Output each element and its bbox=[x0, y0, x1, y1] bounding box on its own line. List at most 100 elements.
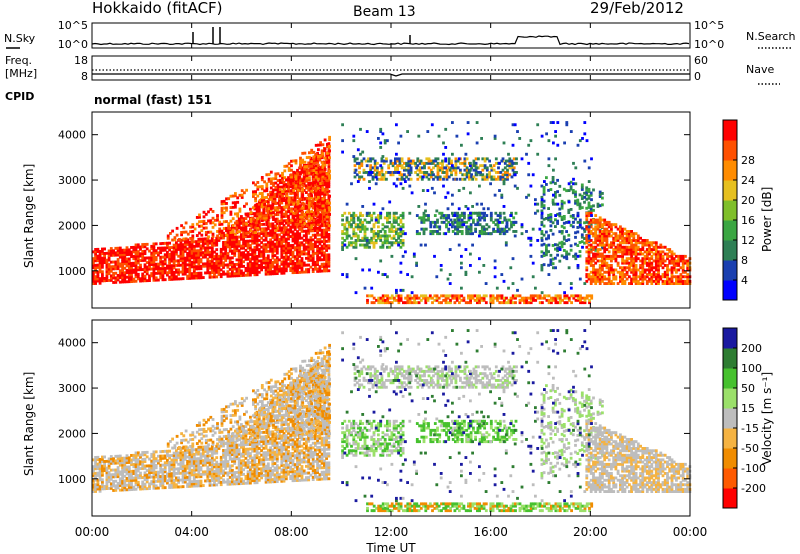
echo-cell bbox=[94, 259, 97, 263]
echo-cell bbox=[311, 229, 315, 233]
echo-cell bbox=[320, 224, 324, 228]
echo-cell bbox=[291, 178, 295, 182]
echo-cell bbox=[231, 226, 234, 230]
echo-cell bbox=[249, 239, 252, 243]
echo-cell bbox=[231, 263, 234, 267]
echo-cell bbox=[208, 253, 212, 256]
echo-cell bbox=[269, 249, 272, 253]
echo-cell bbox=[562, 242, 566, 246]
echo-cell bbox=[222, 231, 225, 235]
echo-cell bbox=[397, 141, 400, 145]
echo-cell bbox=[291, 239, 295, 243]
echo-cell bbox=[109, 249, 113, 253]
echo-cell bbox=[136, 272, 140, 276]
echo-cell bbox=[244, 267, 248, 270]
echo-cell bbox=[105, 270, 109, 273]
echo-cell bbox=[302, 218, 306, 222]
echo-cell bbox=[247, 231, 251, 235]
echo-cell bbox=[179, 238, 183, 242]
echo-cell bbox=[244, 242, 248, 245]
echo-cell bbox=[280, 201, 284, 205]
echo-cell bbox=[289, 196, 293, 200]
echo-cell bbox=[401, 254, 405, 258]
echo-cell bbox=[404, 250, 407, 254]
echo-cell bbox=[320, 228, 324, 232]
echo-cell bbox=[159, 258, 163, 261]
echo-cell bbox=[260, 200, 263, 204]
echo-cell bbox=[199, 246, 203, 250]
echo-cell bbox=[438, 232, 442, 236]
echo-cell bbox=[260, 259, 263, 263]
nsky-tick-bottom: 10^0 bbox=[58, 38, 88, 51]
echo-cell bbox=[291, 250, 295, 254]
echo-cell bbox=[316, 260, 319, 264]
echo-cell bbox=[168, 253, 171, 256]
echo-cell bbox=[300, 229, 304, 233]
echo-cell bbox=[224, 256, 228, 260]
echo-cell bbox=[123, 275, 127, 279]
echo-cell bbox=[150, 244, 154, 248]
echo-cell bbox=[368, 180, 371, 183]
echo-cell bbox=[302, 225, 306, 229]
echo-cell bbox=[460, 254, 463, 258]
echo-cell bbox=[275, 242, 279, 246]
echo-cell bbox=[280, 271, 284, 275]
echo-cell bbox=[298, 223, 302, 227]
echo-cell bbox=[139, 263, 142, 267]
echo-cell bbox=[116, 276, 120, 280]
echo-cell bbox=[190, 242, 194, 246]
echo-cell bbox=[472, 218, 475, 222]
echo-cell bbox=[296, 246, 299, 249]
echo-cell bbox=[275, 258, 279, 262]
echo-cell bbox=[318, 238, 322, 241]
echo-cell bbox=[314, 206, 317, 210]
echo-cell bbox=[198, 213, 201, 217]
echo-cell bbox=[542, 224, 546, 228]
echo-cell bbox=[436, 157, 440, 161]
echo-cell bbox=[323, 246, 326, 250]
echo-cell bbox=[291, 264, 295, 268]
echo-cell bbox=[148, 279, 151, 282]
echo-cell bbox=[271, 190, 275, 194]
cpid-value: normal (fast) 151 bbox=[94, 93, 212, 107]
echo-cell bbox=[255, 234, 259, 238]
echo-cell bbox=[260, 176, 264, 179]
echo-cell bbox=[296, 212, 299, 215]
echo-cell bbox=[101, 249, 104, 253]
echo-cell bbox=[253, 207, 257, 211]
nsearch-tick-top: 10^5 bbox=[694, 19, 724, 32]
echo-cell bbox=[296, 248, 299, 252]
echo-cell bbox=[199, 271, 203, 275]
echo-cell bbox=[462, 223, 466, 227]
echo-cell bbox=[466, 230, 470, 233]
echo-cell bbox=[251, 225, 254, 229]
echo-cell bbox=[152, 263, 156, 266]
echo-cell bbox=[121, 253, 124, 257]
echo-cell bbox=[289, 269, 293, 272]
echo-cell bbox=[309, 258, 313, 262]
echo-cell bbox=[275, 192, 279, 196]
echo-cell bbox=[401, 186, 405, 190]
echo-cell bbox=[121, 278, 124, 282]
echo-cell bbox=[107, 258, 111, 262]
echo-cell bbox=[399, 270, 403, 274]
echo-cell bbox=[314, 208, 317, 212]
echo-cell bbox=[287, 196, 291, 200]
echo-cell bbox=[105, 272, 109, 276]
echo-cell bbox=[318, 226, 322, 230]
echo-cell bbox=[580, 206, 584, 210]
echo-cell bbox=[132, 245, 136, 249]
echo-cell bbox=[213, 223, 217, 227]
echo-cell bbox=[562, 215, 566, 218]
echo-cell bbox=[282, 260, 286, 264]
echo-cell bbox=[112, 274, 115, 278]
echo-cell bbox=[237, 258, 241, 262]
echo-cell bbox=[215, 259, 219, 263]
echo-cell bbox=[300, 227, 304, 231]
echo-cell bbox=[171, 229, 174, 233]
echo-cell bbox=[127, 280, 131, 284]
echo-cell bbox=[233, 240, 237, 244]
echo-cell bbox=[150, 256, 154, 260]
echo-cell bbox=[316, 172, 319, 176]
echo-cell bbox=[204, 246, 207, 250]
